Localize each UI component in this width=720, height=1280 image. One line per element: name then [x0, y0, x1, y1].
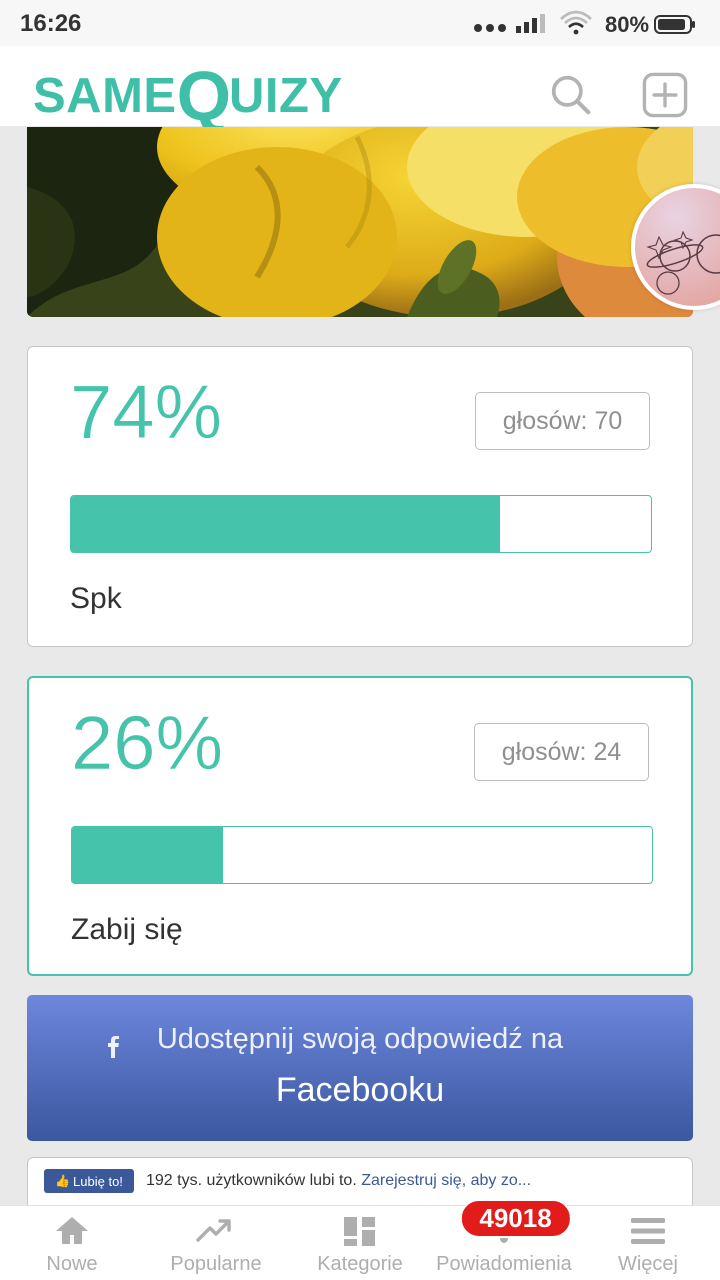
svg-text:80%: 80% — [605, 12, 649, 37]
